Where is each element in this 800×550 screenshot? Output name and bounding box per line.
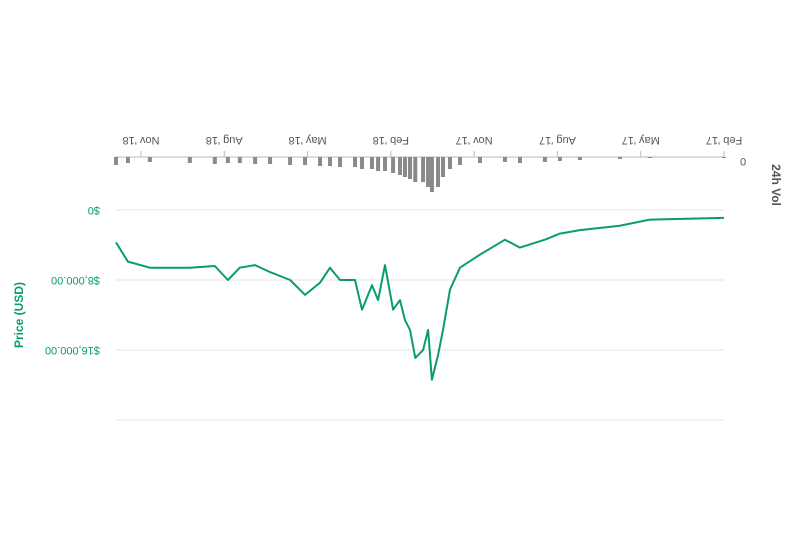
volume-bar: [237, 157, 242, 163]
volume-bar: [147, 157, 152, 162]
volume-bar: [391, 157, 396, 173]
x-tick-label: Nov '18: [123, 134, 160, 146]
volume-bar: [187, 157, 192, 163]
volume-bar: [253, 157, 258, 164]
volume-bar: [114, 157, 118, 165]
volume-bar: [359, 157, 364, 169]
x-tick-label: Feb '17: [706, 134, 742, 146]
x-tick-label: Aug '17: [539, 134, 576, 146]
volume-bar: [408, 157, 413, 179]
y-tick-label: $0: [88, 204, 100, 216]
volume-bar: [457, 157, 462, 165]
x-tick-label: Nov '17: [456, 134, 493, 146]
volume-bar: [338, 157, 343, 167]
volume-bar: [722, 157, 726, 158]
volume-bar: [477, 157, 482, 163]
volume-bar: [288, 157, 293, 165]
price-line: [115, 216, 725, 381]
y-tick-label: $16,000.00: [45, 344, 100, 356]
volume-bar: [617, 157, 622, 159]
volume-bar: [413, 157, 418, 182]
volume-bar: [426, 157, 431, 187]
volume-bar: [577, 157, 582, 160]
x-tick-label: May '17: [622, 134, 660, 146]
x-tick-label: May '18: [288, 134, 326, 146]
volume-bar: [376, 157, 381, 171]
y2-tick-label: 0: [740, 155, 746, 167]
volume-bar: [421, 157, 426, 182]
volume-bar: [369, 157, 374, 169]
volume-bar: [647, 157, 652, 158]
volume-bar: [398, 157, 403, 175]
volume-bar: [328, 157, 333, 166]
volume-bar: [441, 157, 446, 177]
y-axis-title: Price (USD): [12, 282, 26, 348]
volume-bar: [502, 157, 507, 162]
volume-bar: [353, 157, 358, 167]
volume-bar: [318, 157, 323, 166]
volume-bar: [125, 157, 130, 163]
volume-bar: [557, 157, 562, 161]
volume-bar: [429, 157, 434, 192]
volume-bar: [517, 157, 522, 163]
volume-bar: [542, 157, 547, 162]
volume-bar: [436, 157, 441, 187]
volume-bar: [268, 157, 273, 164]
volume-bar: [212, 157, 217, 164]
x-tick-label: Aug '18: [206, 134, 243, 146]
volume-bar: [225, 157, 230, 163]
volume-bar: [447, 157, 452, 169]
chart-stage: Price (USD) 24h Vol $0 $8,000.00 $16,000.0…: [12, 134, 783, 421]
volume-bar: [403, 157, 408, 177]
volume-bar: [303, 157, 308, 165]
volume-bar: [383, 157, 388, 171]
y-tick-label: $8,000.00: [51, 274, 100, 286]
y2-axis-title: 24h Vol: [769, 164, 783, 206]
x-tick-label: Feb '18: [373, 134, 409, 146]
